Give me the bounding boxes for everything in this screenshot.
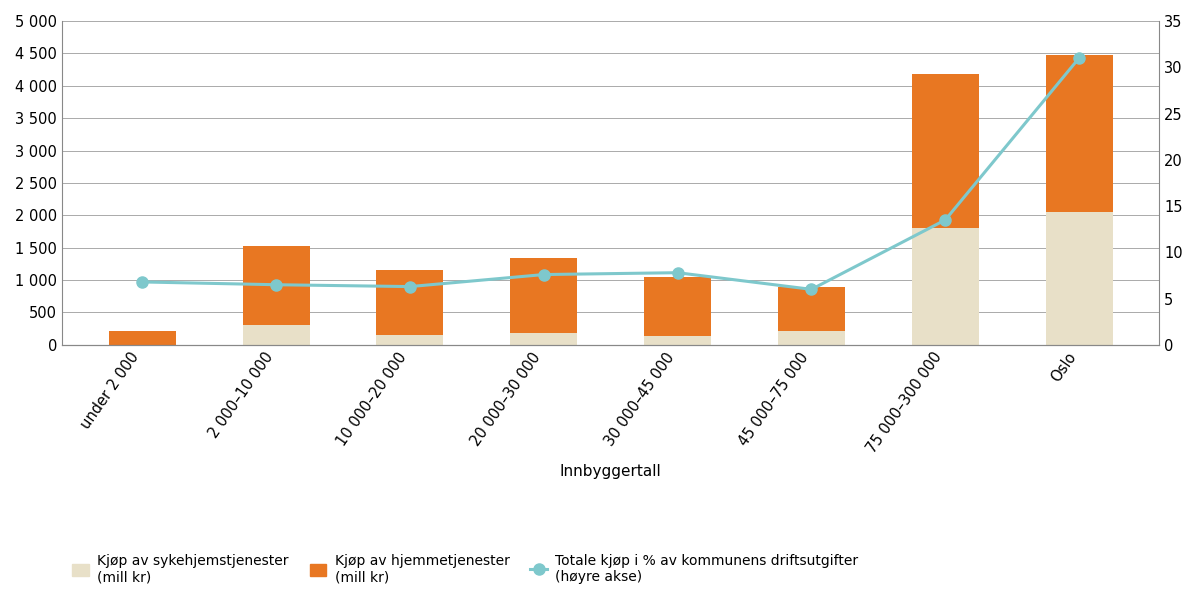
Bar: [645, 336, 712, 345]
Bar: [376, 270, 443, 335]
Bar: [243, 326, 309, 345]
X-axis label: Innbyggertall: Innbyggertall: [559, 464, 661, 479]
Line: Totale kjøp i % av kommunens driftsutgifter
(høyre akse): Totale kjøp i % av kommunens driftsutgif…: [137, 52, 1084, 295]
Bar: [912, 229, 979, 345]
Bar: [243, 246, 309, 326]
Totale kjøp i % av kommunens driftsutgifter
(høyre akse): [938, 216, 952, 224]
Bar: [1046, 55, 1113, 212]
Bar: [510, 258, 577, 333]
Totale kjøp i % av kommunens driftsutgifter
(høyre akse): [671, 269, 685, 276]
Bar: [778, 287, 845, 331]
Bar: [1046, 212, 1113, 345]
Legend: Kjøp av sykehjemstjenester
(mill kr), Kjøp av hjemmetjenester
(mill kr), Totale : Kjøp av sykehjemstjenester (mill kr), Kj…: [67, 549, 864, 590]
Totale kjøp i % av kommunens driftsutgifter
(høyre akse): [537, 271, 551, 278]
Bar: [912, 74, 979, 229]
Totale kjøp i % av kommunens driftsutgifter
(høyre akse): [403, 283, 417, 290]
Bar: [510, 333, 577, 345]
Bar: [109, 330, 176, 344]
Totale kjøp i % av kommunens driftsutgifter
(høyre akse): [135, 279, 150, 286]
Bar: [778, 331, 845, 345]
Bar: [645, 277, 712, 336]
Bar: [376, 335, 443, 345]
Totale kjøp i % av kommunens driftsutgifter
(høyre akse): [268, 281, 283, 288]
Totale kjøp i % av kommunens driftsutgifter
(høyre akse): [1072, 54, 1087, 62]
Totale kjøp i % av kommunens driftsutgifter
(høyre akse): [804, 286, 818, 293]
